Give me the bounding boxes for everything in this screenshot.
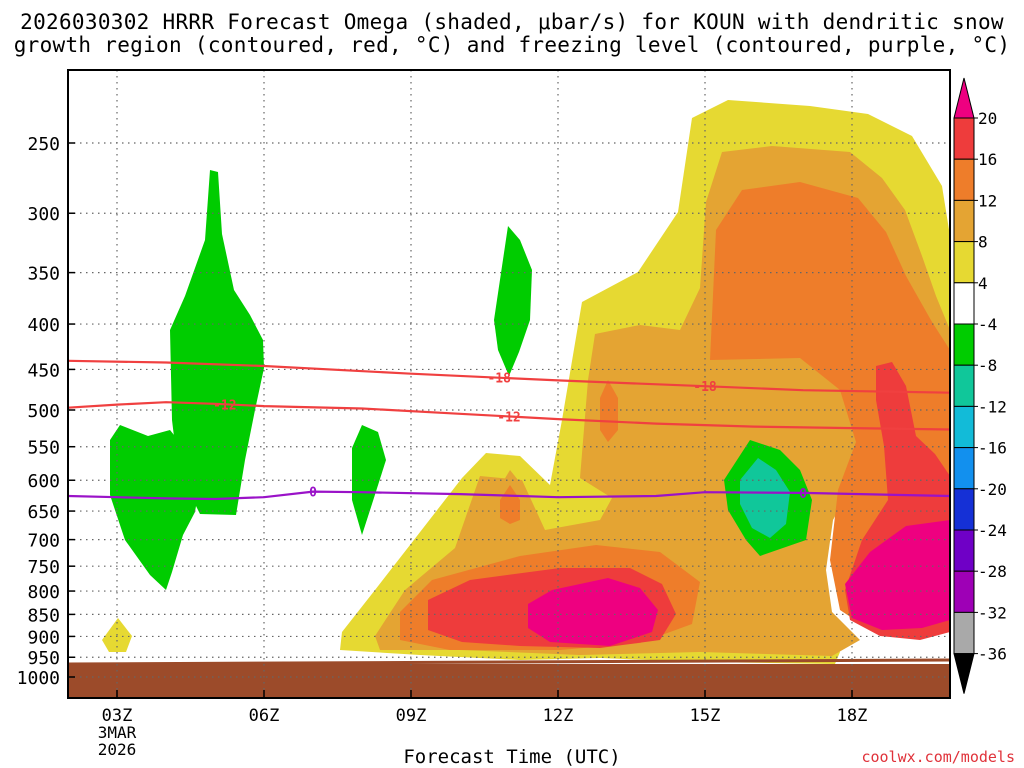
y-tick-label: 500 <box>27 401 60 422</box>
colorbar-segment <box>953 117 975 160</box>
chart-title-line-1: 2026030302 HRRR Forecast Omega (shaded, … <box>20 10 1004 34</box>
contour-label: -18 <box>693 380 717 395</box>
y-axis-labels: 2503003504004505005506006507007508008509… <box>17 134 60 689</box>
y-tick-label: 700 <box>27 531 60 552</box>
contour-label: 0 <box>309 486 317 501</box>
omega-region-orange-pulse <box>600 380 618 442</box>
x-tick-label: 06Z <box>249 706 280 726</box>
colorbar-label: 8 <box>978 233 988 252</box>
ground-edge <box>67 658 951 666</box>
chart-title-line-2: growth region (contoured, red, °C) and f… <box>13 33 1011 57</box>
colorbar-bottom-arrow <box>953 653 975 694</box>
grid-lines <box>68 70 950 698</box>
colorbar-label: -32 <box>978 603 1007 622</box>
colorbar: 20 16 12 8 4 -4 -8 -12 -16 -20 -24 -28 -32 -36 <box>953 77 1007 694</box>
colorbar-segment <box>953 570 975 613</box>
y-tick-label: 600 <box>27 471 60 492</box>
colorbar-segment <box>953 282 975 325</box>
colorbar-segment <box>953 611 975 655</box>
colorbar-segment <box>953 529 975 572</box>
y-tick-label: 300 <box>27 204 60 225</box>
date-label: 2026 <box>98 740 137 759</box>
contour-line <box>67 359 951 394</box>
colorbar-segment <box>953 364 975 407</box>
ground-surface <box>68 664 950 698</box>
x-tick-label: 15Z <box>690 706 721 726</box>
contour-line <box>67 401 951 431</box>
y-tick-label: 450 <box>27 360 60 381</box>
colorbar-label: 16 <box>978 150 997 169</box>
colorbar-label: -24 <box>978 521 1007 540</box>
contour-label: 0 <box>799 487 807 502</box>
omega-region-teal-core <box>740 458 790 538</box>
colorbar-segment <box>953 488 975 531</box>
colorbar-label: 4 <box>978 274 988 293</box>
y-tick-label: 550 <box>27 438 60 459</box>
omega-region-green-1 <box>110 425 200 590</box>
y-tick-label: 650 <box>27 502 60 523</box>
contour-line <box>67 490 951 501</box>
x-axis-title: Forecast Time (UTC) <box>403 746 621 768</box>
omega-region-green-2 <box>170 170 264 515</box>
contour-label: -18 <box>487 372 511 387</box>
colorbar-segment <box>953 158 975 201</box>
colorbar-segment <box>953 447 975 490</box>
colorbar-segment <box>953 405 975 449</box>
y-tick-label: 900 <box>27 627 60 648</box>
plot-frame <box>67 69 951 699</box>
colorbar-segment <box>953 323 975 366</box>
credit-link[interactable]: coolwx.com/models <box>861 748 1015 766</box>
x-tick-label: 03Z <box>102 706 133 726</box>
contour-label: -12 <box>213 398 236 413</box>
omega-region-magenta-east <box>845 520 950 630</box>
colorbar-label: -8 <box>978 356 997 375</box>
y-tick-label: 800 <box>27 582 60 603</box>
omega-shaded-field <box>102 100 950 664</box>
colorbar-label: -12 <box>978 397 1007 416</box>
colorbar-top-arrow <box>953 77 975 119</box>
colorbar-label: -4 <box>978 315 997 334</box>
x-tick-label: 09Z <box>396 706 427 726</box>
contour-label: -12 <box>497 410 520 425</box>
colorbar-segment <box>953 241 975 284</box>
date-label: 3MAR <box>98 723 137 742</box>
x-tick-label: 18Z <box>837 706 868 726</box>
y-tick-label: 250 <box>27 134 60 155</box>
y-tick-label: 1000 <box>17 668 60 689</box>
colorbar-label: 20 <box>978 109 997 128</box>
colorbar-segment <box>953 199 975 243</box>
colorbar-label: -36 <box>978 645 1007 664</box>
x-tick-label: 12Z <box>543 706 574 726</box>
y-tick-label: 850 <box>27 605 60 626</box>
y-tick-label: 950 <box>27 648 60 669</box>
y-tick-label: 350 <box>27 264 60 285</box>
temperature-contours: -18 -18 -12 -12 0 0 <box>67 359 951 502</box>
y-tick-label: 400 <box>27 315 60 336</box>
colorbar-label: -16 <box>978 439 1007 458</box>
omega-region-magenta <box>528 578 658 646</box>
colorbar-label: -28 <box>978 562 1007 581</box>
colorbar-label: 12 <box>978 191 997 210</box>
colorbar-label: -20 <box>978 480 1007 499</box>
y-tick-label: 750 <box>27 557 60 578</box>
omega-region-green-4 <box>494 226 532 376</box>
